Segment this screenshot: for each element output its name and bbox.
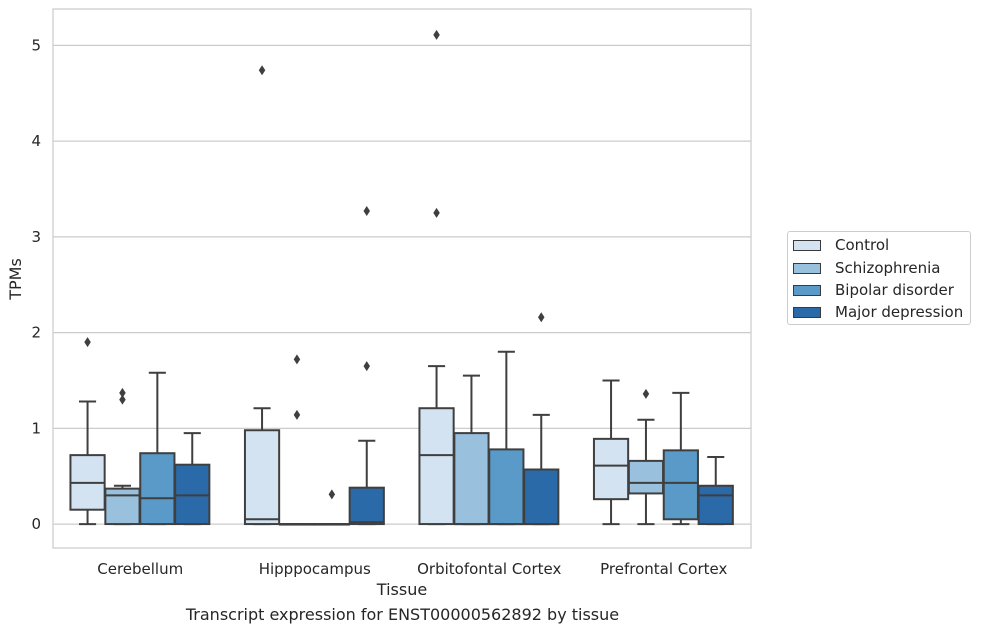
chart-caption: Transcript expression for ENST0000056289…: [185, 605, 620, 624]
plot-frame: [52, 8, 752, 549]
box-control-prefrontal-cortex: [592, 379, 630, 526]
outlier-points: [84, 29, 650, 500]
box-body: [697, 484, 734, 526]
outlier-point: [363, 206, 371, 217]
x-tick-label-hipppocampus: Hipppocampus: [259, 560, 371, 578]
box-bipolar-disorder-orbitofontal-cortex: [488, 350, 525, 526]
x-tick-label-cerebellum: Cerebellum: [97, 560, 183, 578]
outlier-point: [433, 207, 440, 218]
box-body: [662, 449, 699, 521]
box-major-depression-prefrontal-cortex: [697, 456, 734, 526]
y-tick-label-5: 5: [31, 36, 41, 54]
legend-label-major-depression: Major depression: [835, 303, 964, 321]
y-tick-label-3: 3: [31, 228, 41, 246]
box-bipolar-disorder-hipppocampus: [313, 523, 350, 526]
box-bipolar-disorder-cerebellum: [139, 371, 176, 526]
legend-label-bipolar-disorder: Bipolar disorder: [835, 281, 954, 299]
legend-swatch-major-depression: [793, 306, 821, 318]
box-schizophrenia-orbitofontal-cortex: [453, 374, 490, 526]
legend-swatch-schizophrenia: [793, 262, 821, 274]
box-body: [348, 486, 385, 526]
legend-item-major-depression: Major depression: [793, 302, 963, 322]
x-tick-label-prefrontal-cortex: Prefrontal Cortex: [600, 560, 727, 578]
outlier-point: [258, 65, 266, 76]
outlier-point: [538, 312, 545, 323]
legend: Control Schizophrenia Bipolar disorder M…: [787, 231, 971, 325]
box-body: [243, 429, 281, 526]
box-control-orbitofontal-cortex: [418, 365, 455, 526]
y-tick-label-0: 0: [31, 515, 41, 533]
box-major-depression-hipppocampus: [348, 439, 385, 526]
box-schizophrenia-prefrontal-cortex: [627, 418, 665, 526]
box-body: [627, 459, 665, 495]
x-axis-title: Tissue: [376, 580, 427, 599]
box-major-depression-orbitofontal-cortex: [523, 413, 560, 526]
box-control-cerebellum: [69, 400, 106, 526]
outlier-point: [642, 388, 650, 399]
legend-swatch-bipolar-disorder: [793, 284, 821, 296]
box-schizophrenia-cerebellum: [104, 484, 141, 526]
box-body: [488, 448, 525, 526]
y-axis-title: TPMs: [6, 258, 25, 301]
box-body: [523, 468, 560, 526]
legend-item-control: Control: [793, 235, 889, 255]
outlier-point: [119, 394, 126, 405]
legend-item-bipolar-disorder: Bipolar disorder: [793, 280, 954, 300]
box-body: [104, 487, 141, 526]
gridlines: [53, 44, 751, 525]
y-tick-label-2: 2: [31, 324, 41, 342]
outlier-point: [84, 337, 91, 348]
outlier-point: [293, 354, 301, 365]
box-schizophrenia-hipppocampus: [278, 523, 316, 526]
y-tick-label-1: 1: [31, 419, 41, 437]
box-bipolar-disorder-prefrontal-cortex: [662, 391, 699, 526]
box-body: [592, 437, 630, 501]
outlier-point: [433, 29, 440, 40]
outlier-point: [363, 361, 371, 372]
y-tick-labels: 0 1 2 3 4 5: [31, 36, 41, 533]
legend-item-schizophrenia: Schizophrenia: [793, 258, 940, 278]
box-groups: [69, 350, 734, 526]
legend-swatch-control: [793, 239, 821, 251]
box-body: [139, 452, 176, 526]
outlier-point: [293, 409, 301, 420]
box-major-depression-cerebellum: [174, 432, 211, 526]
x-tick-label-orbitofontal-cortex: Orbitofontal Cortex: [417, 560, 561, 578]
outlier-point: [328, 489, 336, 500]
box-control-hipppocampus: [243, 407, 281, 526]
legend-label-schizophrenia: Schizophrenia: [835, 259, 941, 277]
x-tick-labels: Cerebellum Hipppocampus Orbitofontal Corte…: [97, 560, 727, 578]
outlier-point: [119, 387, 126, 398]
box-body: [453, 432, 490, 526]
legend-label-control: Control: [835, 236, 890, 254]
y-tick-label-4: 4: [31, 132, 41, 150]
box-body: [418, 407, 455, 526]
